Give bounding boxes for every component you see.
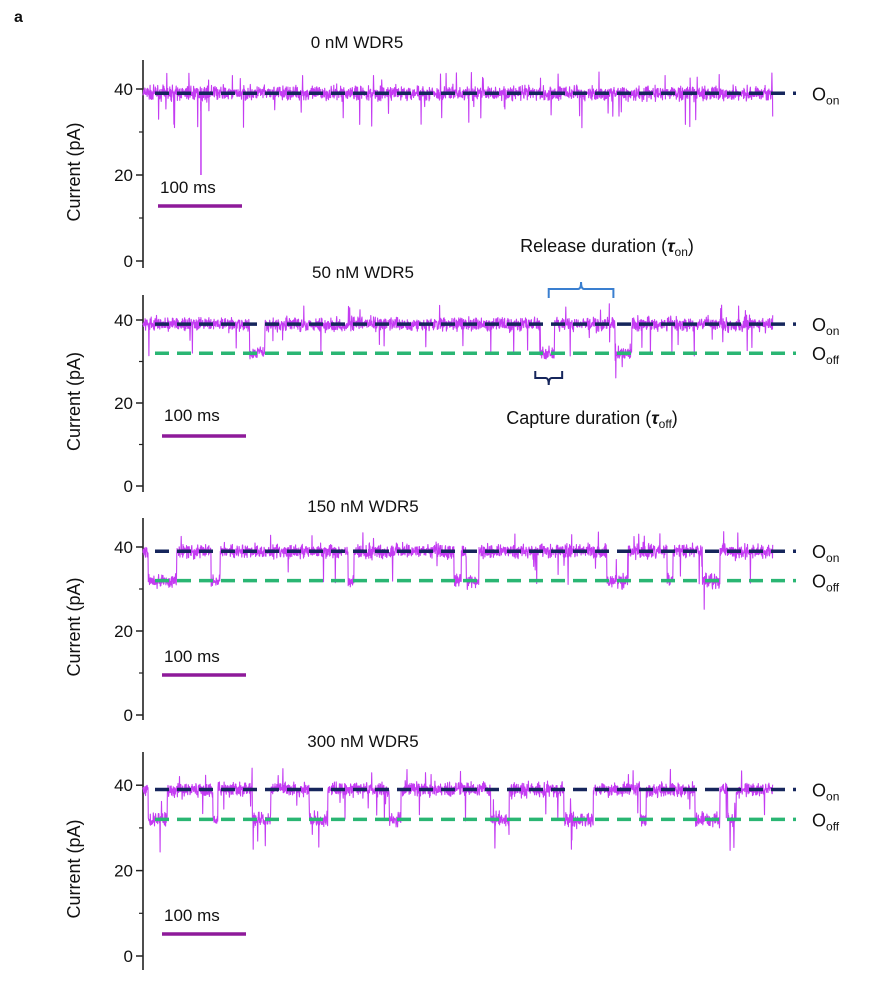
release-bracket bbox=[547, 281, 615, 298]
panel-title: 300 nM WDR5 bbox=[307, 732, 418, 751]
level-subscript: off bbox=[826, 581, 840, 595]
capture-duration-label: Capture duration (τoff) bbox=[506, 408, 678, 431]
tau-subscript: on bbox=[675, 245, 688, 259]
y-tick-label: 20 bbox=[114, 166, 133, 185]
level-label-on: Oon bbox=[812, 84, 839, 107]
panel-title: 150 nM WDR5 bbox=[307, 497, 418, 516]
y-tick-label: 40 bbox=[114, 538, 133, 557]
close-paren: ) bbox=[672, 408, 678, 428]
close-paren: ) bbox=[688, 236, 694, 256]
panel-title: 0 nM WDR5 bbox=[311, 33, 404, 52]
level-subscript: off bbox=[826, 353, 840, 367]
y-tick-label: 0 bbox=[124, 947, 133, 966]
current-trace bbox=[142, 767, 774, 853]
y-tick-label: 20 bbox=[114, 394, 133, 413]
scale-bar-label: 100 ms bbox=[164, 406, 220, 425]
label-text: Release duration ( bbox=[520, 236, 667, 256]
y-tick-label: 20 bbox=[114, 622, 133, 641]
level-symbol: O bbox=[812, 542, 826, 562]
panel-title: 50 nM WDR5 bbox=[312, 263, 414, 282]
y-tick-label: 0 bbox=[124, 706, 133, 725]
level-symbol: O bbox=[812, 572, 826, 592]
tau-symbol: τ bbox=[667, 236, 676, 256]
level-label-on: Oon bbox=[812, 315, 839, 338]
y-tick-label: 0 bbox=[124, 252, 133, 271]
level-label-off: Ooff bbox=[812, 572, 840, 595]
level-label-on: Oon bbox=[812, 780, 839, 803]
panel-1: 0 nM WDR5 0 20 40 Current (pA) Oon 100 ms bbox=[64, 33, 839, 271]
y-axis-label: Current (pA) bbox=[64, 122, 84, 221]
tau-symbol: τ bbox=[651, 408, 660, 428]
panel-letter: a bbox=[14, 9, 23, 26]
level-subscript: off bbox=[826, 819, 840, 833]
level-subscript: on bbox=[826, 551, 839, 565]
scale-bar-label: 100 ms bbox=[164, 647, 220, 666]
y-tick-label: 0 bbox=[124, 477, 133, 496]
current-trace bbox=[142, 71, 774, 129]
y-axis-label: Current (pA) bbox=[64, 577, 84, 676]
level-label-on: Oon bbox=[812, 542, 839, 565]
y-tick-label: 20 bbox=[114, 862, 133, 881]
y-tick-label: 40 bbox=[114, 311, 133, 330]
level-symbol: O bbox=[812, 780, 826, 800]
level-subscript: on bbox=[826, 789, 839, 803]
y-axis-label: Current (pA) bbox=[64, 352, 84, 451]
level-symbol: O bbox=[812, 810, 826, 830]
release-duration-label: Release duration (τon) bbox=[520, 236, 694, 259]
level-label-off: Ooff bbox=[812, 810, 840, 833]
level-symbol: O bbox=[812, 315, 826, 335]
y-tick-label: 40 bbox=[114, 776, 133, 795]
level-label-off: Ooff bbox=[812, 344, 840, 367]
tau-subscript: off bbox=[659, 417, 673, 431]
scale-bar-label: 100 ms bbox=[160, 178, 216, 197]
current-trace bbox=[142, 531, 774, 610]
scale-bar-label: 100 ms bbox=[164, 906, 220, 925]
level-symbol: O bbox=[812, 344, 826, 364]
current-trace bbox=[142, 303, 774, 379]
level-symbol: O bbox=[812, 84, 826, 104]
label-text: Capture duration ( bbox=[506, 408, 651, 428]
level-subscript: on bbox=[826, 93, 839, 107]
y-tick-label: 40 bbox=[114, 80, 133, 99]
level-subscript: on bbox=[826, 324, 839, 338]
capture-bracket bbox=[534, 371, 564, 386]
y-axis-label: Current (pA) bbox=[64, 819, 84, 918]
